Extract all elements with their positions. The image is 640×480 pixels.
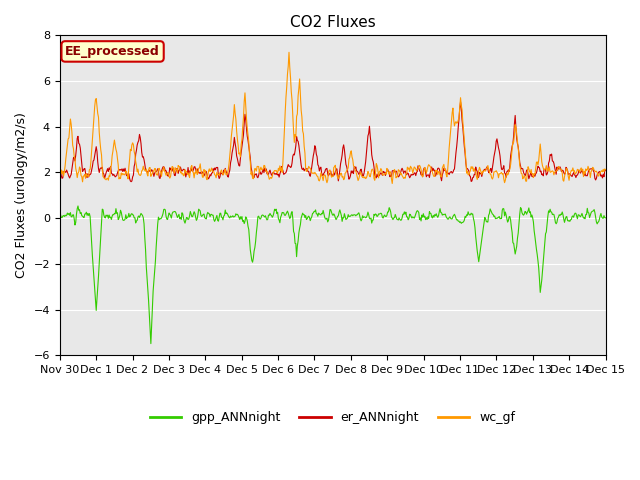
- gpp_ANNnight: [208, 212, 216, 217]
- wc_gf: [206, 168, 214, 174]
- gpp_ANNnight: [602, 215, 609, 221]
- wc_gf: [388, 180, 396, 186]
- Line: er_ANNnight: er_ANNnight: [60, 102, 605, 181]
- wc_gf: [401, 175, 408, 180]
- Y-axis label: CO2 Fluxes (urology/m2/s): CO2 Fluxes (urology/m2/s): [15, 112, 28, 278]
- Line: wc_gf: wc_gf: [60, 52, 605, 183]
- er_ANNnight: [416, 168, 424, 173]
- Line: gpp_ANNnight: gpp_ANNnight: [60, 206, 605, 344]
- wc_gf: [177, 169, 185, 175]
- gpp_ANNnight: [56, 206, 63, 212]
- gpp_ANNnight: [417, 215, 424, 221]
- wc_gf: [602, 167, 609, 173]
- er_ANNnight: [400, 170, 408, 176]
- wc_gf: [66, 126, 74, 132]
- gpp_ANNnight: [179, 211, 187, 216]
- wc_gf: [285, 49, 293, 55]
- gpp_ANNnight: [123, 216, 131, 221]
- gpp_ANNnight: [66, 212, 74, 218]
- Text: EE_processed: EE_processed: [65, 45, 160, 58]
- er_ANNnight: [602, 168, 609, 173]
- wc_gf: [417, 164, 424, 169]
- er_ANNnight: [122, 170, 130, 176]
- er_ANNnight: [457, 99, 465, 105]
- wc_gf: [122, 168, 130, 174]
- er_ANNnight: [207, 173, 214, 179]
- er_ANNnight: [127, 179, 135, 184]
- er_ANNnight: [66, 175, 74, 181]
- Legend: gpp_ANNnight, er_ANNnight, wc_gf: gpp_ANNnight, er_ANNnight, wc_gf: [145, 406, 520, 429]
- gpp_ANNnight: [401, 209, 408, 215]
- gpp_ANNnight: [74, 203, 82, 209]
- wc_gf: [56, 172, 63, 178]
- gpp_ANNnight: [147, 341, 155, 347]
- Title: CO2 Fluxes: CO2 Fluxes: [290, 15, 376, 30]
- er_ANNnight: [56, 166, 63, 171]
- er_ANNnight: [178, 168, 186, 174]
